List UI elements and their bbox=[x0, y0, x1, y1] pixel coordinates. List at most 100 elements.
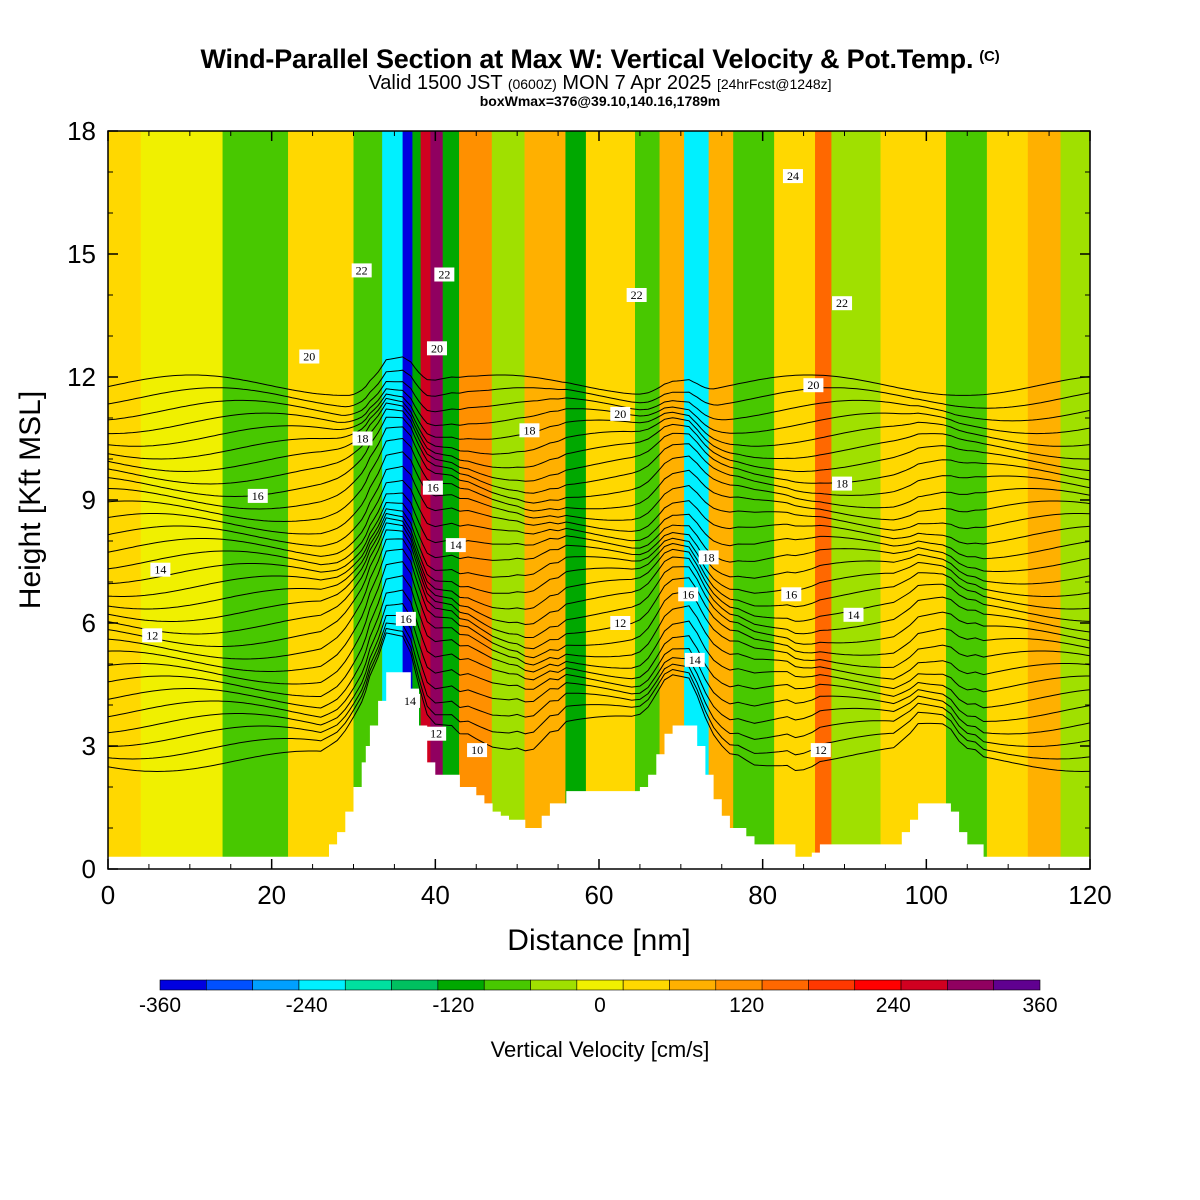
axis-ticks: 0 20 40 60 80 100 120 0 3 6 9 12 15 18 bbox=[67, 116, 1112, 910]
contour-label: 16 bbox=[427, 481, 439, 495]
contour-label-box bbox=[247, 488, 268, 503]
contour-label: 12 bbox=[614, 616, 626, 630]
x-tick-label: 0 bbox=[101, 880, 115, 910]
velocity-band bbox=[442, 131, 460, 869]
y-tick-label: 0 bbox=[82, 854, 96, 884]
chart-subtitle: Valid 1500 JST (0600Z) MON 7 Apr 2025 [2… bbox=[0, 72, 1200, 95]
theta-contour bbox=[108, 622, 1090, 748]
contour-label-box bbox=[467, 743, 488, 758]
title-mark: (C) bbox=[979, 48, 1000, 65]
y-tick-label: 12 bbox=[67, 362, 96, 392]
theta-contour bbox=[108, 561, 1090, 685]
terrain-profile bbox=[108, 672, 1090, 869]
theta-contour bbox=[108, 408, 1090, 485]
chart-title-text: Wind-Parallel Section at Max W: Vertical… bbox=[200, 44, 974, 74]
x-tick-label: 20 bbox=[257, 880, 286, 910]
x-axis-title: Distance [nm] bbox=[507, 924, 690, 957]
velocity-band bbox=[402, 131, 413, 869]
contour-label: 20 bbox=[614, 407, 626, 421]
contour-label-box bbox=[299, 349, 320, 364]
contour-label-box bbox=[610, 406, 631, 421]
theta-contour bbox=[108, 380, 1090, 422]
contour-label: 12 bbox=[430, 727, 442, 741]
colorbar-swatch bbox=[483, 979, 531, 991]
colorbar-swatch bbox=[622, 979, 670, 991]
colorbar-swatch bbox=[530, 979, 578, 991]
contour-label: 18 bbox=[357, 432, 369, 446]
velocity-band bbox=[420, 131, 431, 869]
y-tick-label: 6 bbox=[82, 608, 96, 638]
theta-contour bbox=[108, 356, 1090, 396]
colorbar-swatch bbox=[900, 979, 948, 991]
contour-label: 18 bbox=[523, 423, 535, 437]
theta-contour bbox=[108, 512, 1090, 610]
velocity-band bbox=[815, 131, 832, 869]
contour-label-box bbox=[810, 743, 831, 758]
velocity-band bbox=[430, 131, 444, 869]
contour-label: 14 bbox=[689, 653, 701, 667]
contour-label-box bbox=[610, 616, 631, 630]
y-tick-label: 3 bbox=[82, 731, 96, 761]
colorbar-swatch bbox=[715, 979, 763, 991]
velocity-band bbox=[774, 131, 816, 869]
contour-label: 14 bbox=[404, 694, 416, 708]
theta-contour bbox=[108, 451, 1090, 535]
contour-label: 14 bbox=[450, 538, 462, 552]
theta-contour bbox=[108, 548, 1090, 672]
contour-label-box bbox=[150, 562, 171, 577]
colorbar-swatch bbox=[298, 979, 346, 991]
contour-label: 16 bbox=[682, 587, 694, 601]
colorbar-swatch bbox=[437, 979, 485, 991]
contour-label-box bbox=[445, 538, 466, 553]
theta-contour bbox=[108, 416, 1090, 498]
y-tick-label: 18 bbox=[67, 116, 96, 146]
subtitle-forecast: [24hrFcst@1248z] bbox=[716, 76, 832, 92]
contour-label-box bbox=[843, 607, 864, 622]
contour-label-box bbox=[698, 550, 719, 565]
x-tick-label: 40 bbox=[421, 880, 450, 910]
chart-title: Wind-Parallel Section at Max W: Vertical… bbox=[0, 44, 1200, 75]
colorbar-title: Vertical Velocity [cm/s] bbox=[491, 1037, 710, 1062]
colorbar-swatch bbox=[206, 979, 253, 991]
theta-contour bbox=[108, 465, 1090, 547]
contour-label-box bbox=[684, 652, 705, 667]
theta-contour bbox=[108, 388, 1090, 435]
contour-label-box bbox=[803, 378, 824, 393]
colorbar-tick-label: 360 bbox=[1022, 994, 1057, 1017]
contour-label-box bbox=[781, 587, 802, 602]
contour-label: 20 bbox=[807, 378, 819, 392]
x-tick-label: 60 bbox=[585, 880, 614, 910]
contour-label-box bbox=[426, 341, 447, 356]
contour-label-box bbox=[434, 267, 455, 282]
contour-label-box bbox=[422, 480, 443, 495]
colorbar-swatch bbox=[159, 979, 207, 991]
colorbar-swatch bbox=[993, 979, 1041, 991]
colorbar-swatch bbox=[576, 979, 624, 991]
colorbar-swatch bbox=[808, 979, 856, 991]
colorbar-tick-label: 0 bbox=[594, 994, 606, 1017]
velocity-band bbox=[635, 131, 661, 869]
theta-contour bbox=[108, 479, 1090, 560]
theta-contour bbox=[108, 614, 1090, 735]
velocity-band bbox=[708, 131, 734, 869]
colorbar-tick-label: -120 bbox=[432, 994, 474, 1017]
velocity-band bbox=[140, 131, 224, 869]
contour-label: 18 bbox=[703, 550, 715, 564]
terrain bbox=[108, 672, 1090, 869]
colorbar-swatch bbox=[854, 979, 902, 991]
x-tick-label: 80 bbox=[748, 880, 777, 910]
contour-label-box bbox=[678, 587, 699, 602]
y-tick-label: 9 bbox=[82, 485, 96, 515]
colorbar-swatch bbox=[252, 979, 300, 991]
colorbar: -360 -240 -120 0 120 240 360 bbox=[139, 979, 1058, 1017]
contour-label: 20 bbox=[303, 350, 315, 364]
theta-contour bbox=[108, 426, 1090, 510]
colorbar-swatch bbox=[391, 979, 439, 991]
contour-label-box bbox=[626, 288, 647, 302]
velocity-band bbox=[288, 131, 354, 869]
velocity-field bbox=[108, 131, 1090, 869]
colorbar-swatch bbox=[761, 979, 809, 991]
subtitle-utc: (0600Z) bbox=[507, 76, 557, 92]
contour-label-box bbox=[832, 476, 853, 491]
